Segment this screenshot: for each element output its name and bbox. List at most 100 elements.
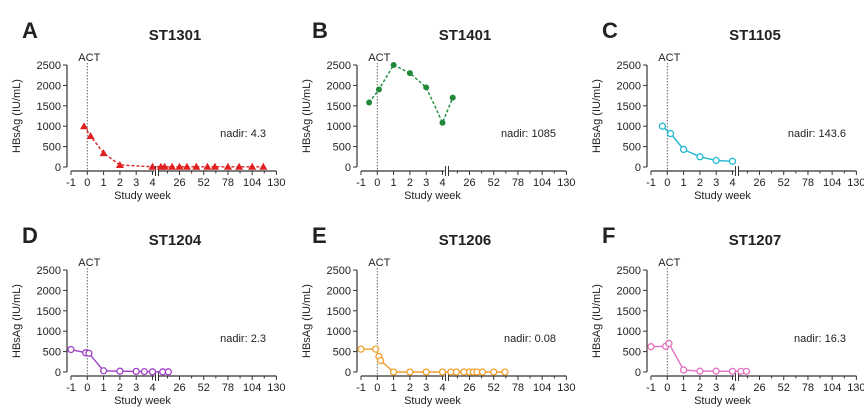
data-point: [647, 343, 655, 351]
data-point: [376, 356, 385, 365]
x-tick-label: 104: [243, 382, 261, 394]
y-tick-label: 500: [43, 142, 61, 154]
x-tick-label: 78: [222, 382, 234, 394]
y-tick-label: 500: [623, 347, 641, 359]
data-point: [366, 99, 373, 106]
data-point: [192, 162, 201, 170]
y-tick-label: 1500: [37, 101, 61, 113]
x-tick-label: -1: [646, 382, 656, 394]
x-tick-label: 0: [664, 382, 670, 394]
x-axis-label: Study week: [404, 190, 461, 202]
x-tick-label: 1: [391, 382, 397, 394]
nadir-label: nadir: 143.6: [788, 128, 846, 140]
y-tick-label: 2500: [37, 265, 61, 277]
nadir-label: nadir: 0.08: [504, 333, 556, 345]
y-tick-label: 1000: [617, 326, 641, 338]
x-tick-label: 104: [823, 382, 841, 394]
act-label: ACT: [658, 257, 680, 269]
data-point: [259, 162, 268, 170]
series-line: [83, 125, 264, 168]
y-tick-label: 0: [635, 162, 641, 174]
data-point: [452, 368, 461, 376]
x-axis-label: Study week: [114, 190, 171, 202]
y-axis-label: HBsAg (IU/mL): [301, 79, 313, 153]
y-tick-label: 1000: [617, 121, 641, 133]
x-axis-label: Study week: [694, 395, 751, 407]
x-tick-label: 2: [697, 177, 703, 189]
y-axis-label: HBsAg (IU/mL): [11, 284, 23, 358]
x-tick-label: 52: [778, 382, 790, 394]
x-tick-label: 4: [729, 177, 735, 189]
data-point: [696, 367, 704, 375]
y-tick-label: 2500: [37, 60, 61, 72]
data-point: [248, 162, 257, 170]
data-point: [210, 162, 219, 170]
panel-letter: D: [22, 223, 38, 248]
x-tick-label: 0: [374, 382, 380, 394]
x-tick-label: 1: [101, 177, 107, 189]
y-axis-label: HBsAg (IU/mL): [11, 79, 23, 153]
panel-c: C ST1105 0 500 1000 1500 2000 2500 HBsAg (IU/mL)…: [591, 18, 864, 202]
act-label: ACT: [368, 257, 390, 269]
x-tick-label: 130: [847, 382, 864, 394]
y-tick-label: 2500: [327, 60, 351, 72]
panel-title: ST1207: [729, 232, 782, 249]
panel-letter: E: [312, 223, 327, 248]
x-tick-label: 1: [391, 177, 397, 189]
x-axis-label: Study week: [404, 395, 461, 407]
panel-title: ST1105: [729, 27, 781, 44]
data-point: [372, 345, 380, 353]
y-tick-label: 500: [43, 347, 61, 359]
x-tick-label: 0: [374, 177, 380, 189]
data-point: [357, 345, 365, 353]
panel-letter: C: [602, 18, 618, 43]
x-axis-label: Study week: [114, 395, 171, 407]
data-point: [99, 367, 108, 375]
x-tick-label: 3: [713, 177, 719, 189]
x-tick-label: 4: [729, 382, 735, 394]
panel-letter: B: [312, 18, 328, 43]
y-tick-label: 0: [55, 367, 61, 379]
x-tick-label: 1: [681, 177, 687, 189]
data-point: [406, 70, 413, 77]
y-tick-label: 1000: [327, 121, 351, 133]
data-point: [375, 86, 382, 93]
x-tick-label: 3: [423, 177, 429, 189]
x-tick-label: 3: [133, 382, 139, 394]
panel-title: ST1206: [439, 232, 492, 249]
y-tick-label: 2000: [327, 80, 351, 92]
x-axis-label: Study week: [694, 190, 751, 202]
data-point: [203, 162, 212, 170]
y-tick-label: 500: [333, 347, 351, 359]
y-tick-label: 1000: [327, 326, 351, 338]
y-tick-label: 0: [55, 162, 61, 174]
data-point: [115, 160, 124, 168]
data-point: [148, 162, 157, 170]
data-point: [67, 345, 75, 354]
y-tick-label: 2000: [37, 80, 61, 92]
x-tick-label: 52: [198, 177, 210, 189]
y-tick-label: 1500: [327, 101, 351, 113]
y-tick-label: 0: [345, 162, 351, 174]
x-tick-label: -1: [66, 177, 76, 189]
x-tick-label: 104: [243, 177, 261, 189]
x-tick-label: 52: [198, 382, 210, 394]
data-point: [696, 153, 704, 161]
x-tick-label: 2: [697, 382, 703, 394]
data-point: [85, 349, 93, 357]
data-point: [423, 84, 430, 91]
data-point: [406, 368, 414, 376]
x-tick-label: 130: [267, 177, 285, 189]
x-tick-label: 26: [753, 382, 765, 394]
panel-letter: F: [602, 223, 615, 248]
panel-e: E ST1206 0 500 1000 1500 2000 2500 HBsAg (IU/mL)…: [301, 223, 576, 407]
x-tick-label: 4: [149, 382, 155, 394]
panel-title: ST1401: [439, 27, 492, 44]
panel-b: B ST1401 0 500 1000 1500 2000 2500 HBsAg (IU/mL)…: [301, 18, 576, 202]
data-point: [164, 368, 172, 376]
data-point: [478, 368, 487, 376]
x-tick-label: 52: [778, 177, 790, 189]
x-tick-label: 3: [423, 382, 429, 394]
x-tick-label: 78: [512, 177, 524, 189]
